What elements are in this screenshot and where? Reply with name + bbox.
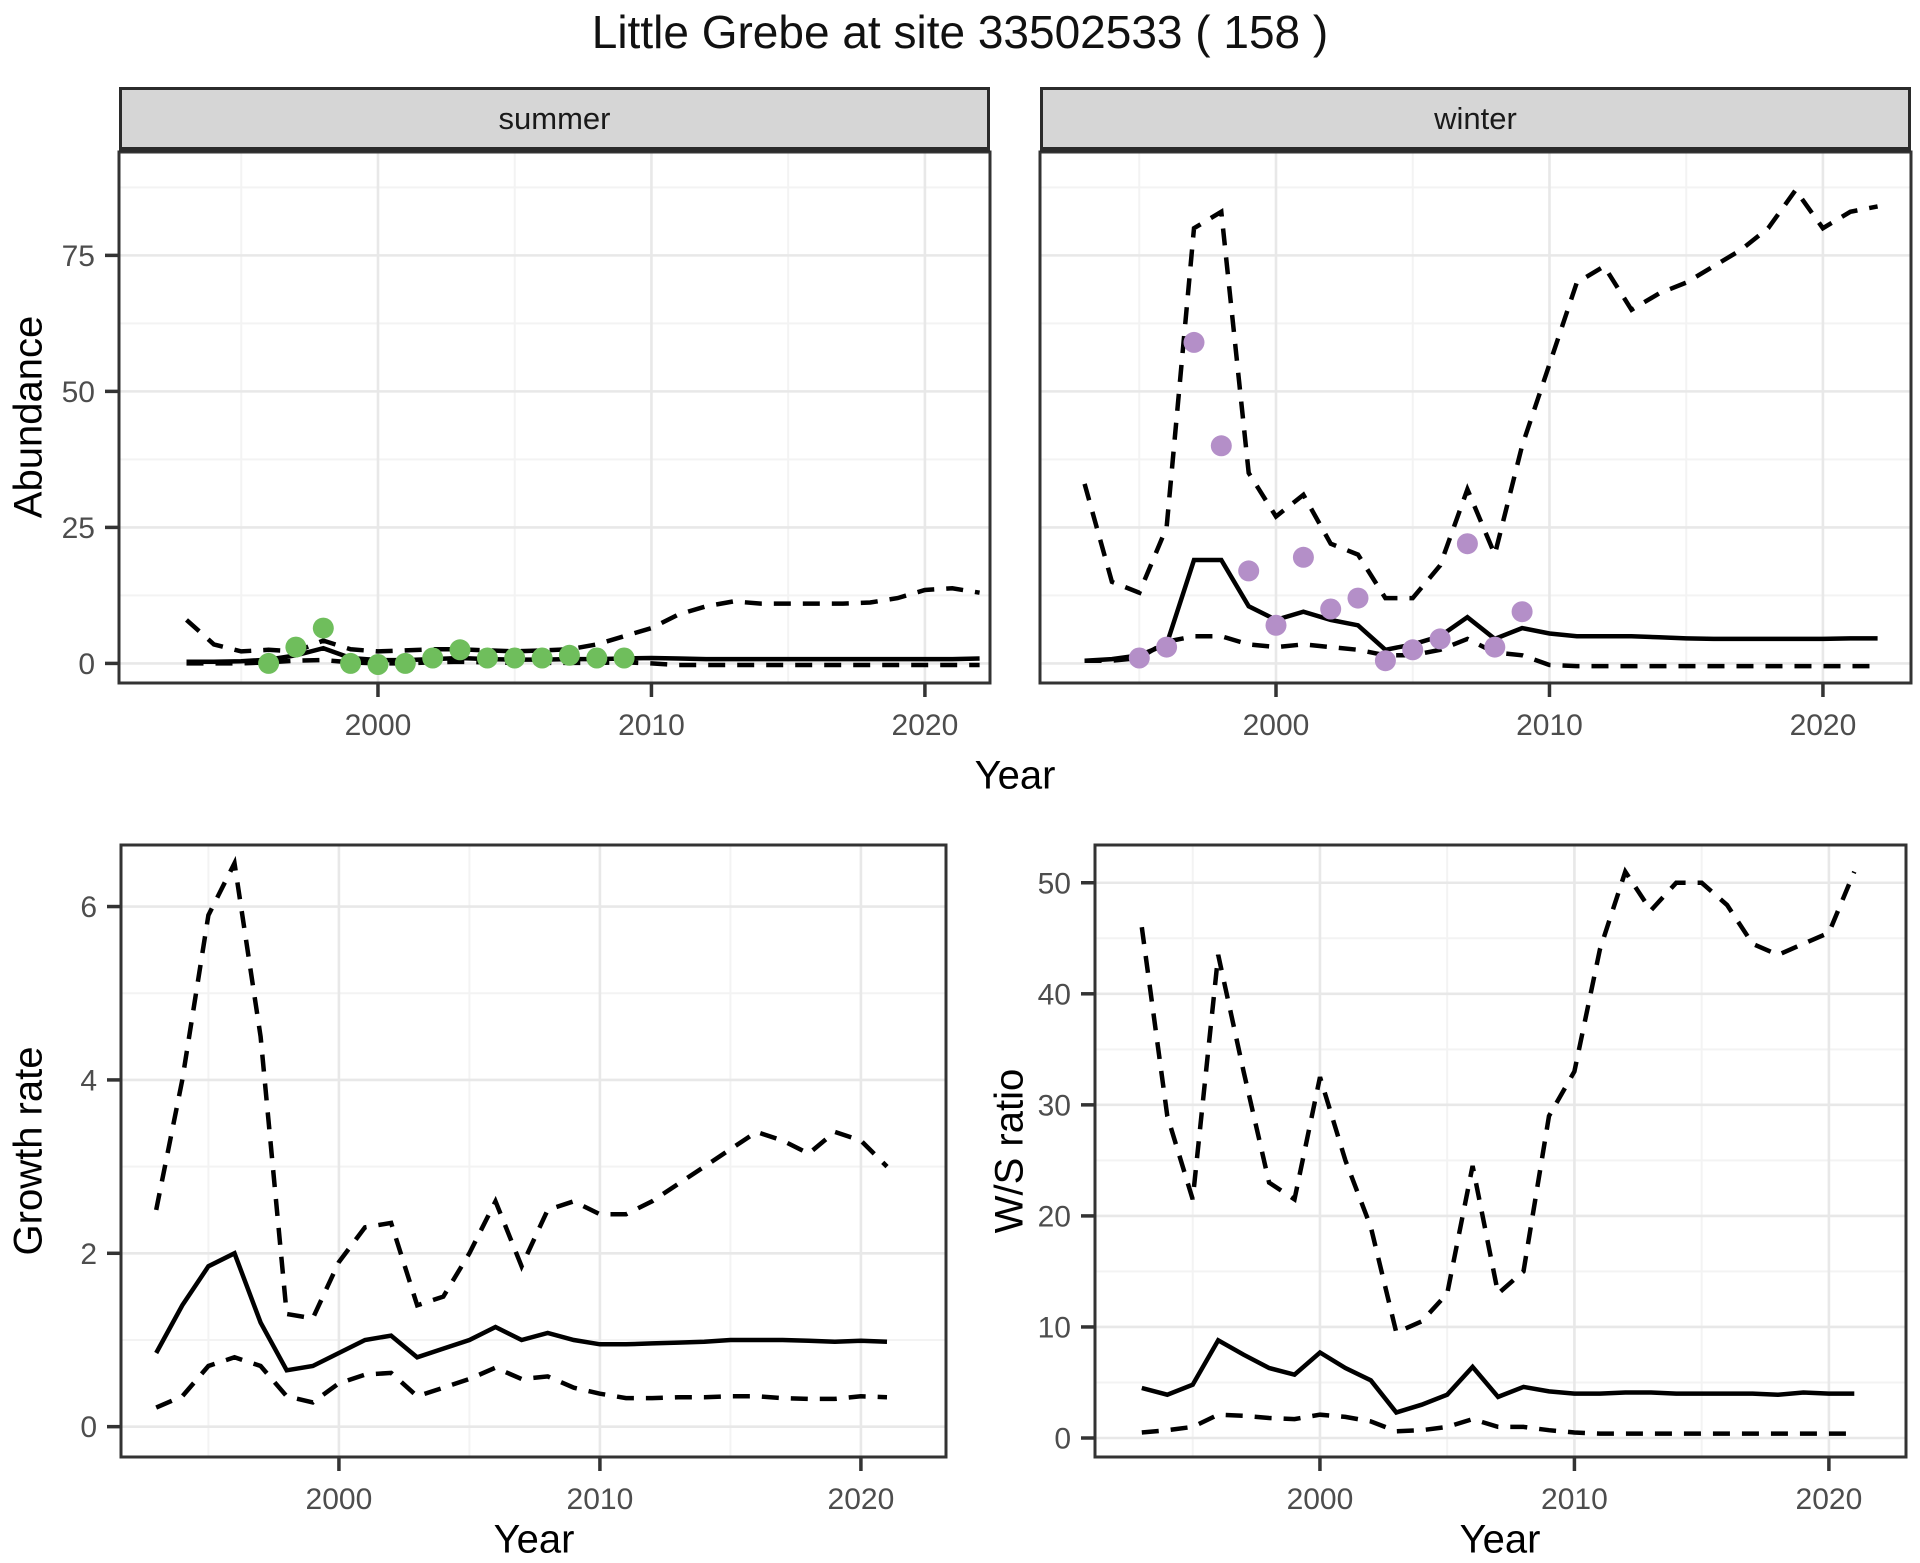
panel-background: [121, 845, 946, 1457]
y-tick-label: 4: [80, 1064, 97, 1097]
growth-year-axis-title: Year: [493, 1517, 575, 1562]
observation-point: [285, 636, 307, 658]
panel-abundance_winter: 2000 2010 2020: [1038, 150, 1913, 742]
facet-strip-summer: summer: [119, 87, 990, 152]
panel-abundance_summer: 2000 2010 2020 0 25 50 75: [62, 150, 992, 742]
abundance-axis-title: Abundance: [6, 315, 51, 519]
axis-ticks: 2000 2010 2020 0 25 50 75: [62, 240, 959, 742]
observation-points: [258, 617, 635, 675]
lower-ci-line: [1084, 633, 1878, 669]
figure-title: Little Grebe at site 33502533 ( 158 ): [591, 6, 1329, 58]
observation-points: [1128, 331, 1533, 672]
panel-border: [119, 843, 948, 1459]
y-tick-label: 2: [80, 1238, 97, 1271]
upper-ci-line: [153, 855, 889, 1321]
y-tick-label: 75: [62, 240, 95, 273]
x-tick-label: 2010: [618, 709, 685, 742]
y-tick-label: 25: [62, 512, 95, 545]
observation-point: [1511, 601, 1533, 623]
panel-border: [1093, 843, 1908, 1459]
lower-ci-line: [155, 1354, 888, 1410]
median-line: [1084, 557, 1878, 663]
observation-point: [367, 654, 389, 675]
growth-rate-axis-title: Growth rate: [6, 1046, 51, 1256]
y-tick-label: 0: [1054, 1423, 1071, 1456]
x-tick-label: 2010: [1541, 1483, 1608, 1516]
observation-point: [449, 639, 471, 661]
lower-ci-line: [186, 657, 980, 668]
x-tick-label: 2010: [1516, 709, 1583, 742]
observation-point: [312, 617, 334, 639]
ws-ratio-axis-title: W/S ratio: [987, 1068, 1032, 1234]
x-tick-label: 2020: [1796, 1483, 1863, 1516]
observation-point: [558, 644, 580, 666]
observation-point: [1347, 587, 1369, 609]
y-tick-label: 0: [80, 1411, 97, 1444]
axis-ticks: 2000 2010 2020 0 10 20 30 40 50: [1038, 867, 1863, 1516]
panel-background: [119, 152, 990, 683]
y-tick-label: 50: [62, 376, 95, 409]
x-tick-label: 2020: [1790, 709, 1857, 742]
observation-point: [1484, 636, 1506, 658]
panel-ws_ratio: 2000 2010 2020 0 10 20 30 40 50: [1038, 843, 1908, 1516]
observation-point: [476, 647, 498, 669]
axis-ticks: 2000 2010 2020 0 2 4 6: [80, 891, 894, 1516]
observation-point: [1456, 533, 1478, 555]
top-year-axis-title: Year: [974, 753, 1056, 798]
median-line: [1141, 1337, 1855, 1416]
x-tick-label: 2000: [345, 709, 412, 742]
x-tick-label: 2000: [1243, 709, 1310, 742]
observation-point: [1402, 639, 1424, 661]
observation-point: [394, 652, 416, 674]
observation-point: [1210, 435, 1232, 457]
panel-growth_rate: 2000 2010 2020 0 2 4 6: [80, 843, 948, 1516]
median-line: [154, 1250, 888, 1373]
observation-point: [1156, 636, 1178, 658]
observation-point: [1128, 647, 1150, 669]
x-tick-label: 2000: [1287, 1483, 1354, 1516]
x-tick-label: 2000: [306, 1483, 373, 1516]
ws-year-axis-title: Year: [1459, 1517, 1541, 1562]
y-tick-label: 20: [1038, 1200, 1071, 1233]
observation-point: [531, 647, 553, 669]
y-tick-label: 0: [78, 648, 95, 681]
median-line: [186, 645, 980, 665]
x-tick-label: 2020: [892, 709, 959, 742]
panel-border: [1038, 150, 1913, 685]
observation-point: [1320, 598, 1342, 620]
observation-point: [422, 647, 444, 669]
y-tick-label: 6: [80, 891, 97, 924]
observation-point: [613, 647, 635, 669]
panel-background: [1095, 845, 1906, 1457]
x-tick-label: 2010: [567, 1483, 634, 1516]
y-tick-label: 50: [1038, 867, 1071, 900]
observation-point: [1429, 628, 1451, 650]
observation-point: [504, 647, 526, 669]
x-tick-label: 2020: [828, 1483, 895, 1516]
facet-strip-winter-label: winter: [1434, 100, 1517, 136]
observation-point: [586, 647, 608, 669]
observation-point: [258, 652, 280, 674]
upper-ci-line: [1082, 186, 1879, 601]
facet-strip-winter: winter: [1040, 87, 1911, 152]
observation-point: [1265, 614, 1287, 636]
observation-point: [1183, 331, 1205, 353]
panel-border: [117, 150, 992, 685]
y-tick-label: 40: [1038, 978, 1071, 1011]
upper-ci-line: [185, 586, 980, 654]
observation-point: [1292, 546, 1314, 568]
facet-strip-summer-label: summer: [498, 100, 611, 136]
axis-ticks: 2000 2010 2020: [1243, 683, 1857, 742]
y-tick-label: 30: [1038, 1089, 1071, 1122]
observation-point: [340, 652, 362, 674]
observation-point: [1374, 650, 1396, 672]
panel-background: [1040, 152, 1911, 683]
y-tick-label: 10: [1038, 1311, 1071, 1344]
lower-ci-line: [1141, 1412, 1855, 1436]
observation-point: [1238, 560, 1260, 582]
